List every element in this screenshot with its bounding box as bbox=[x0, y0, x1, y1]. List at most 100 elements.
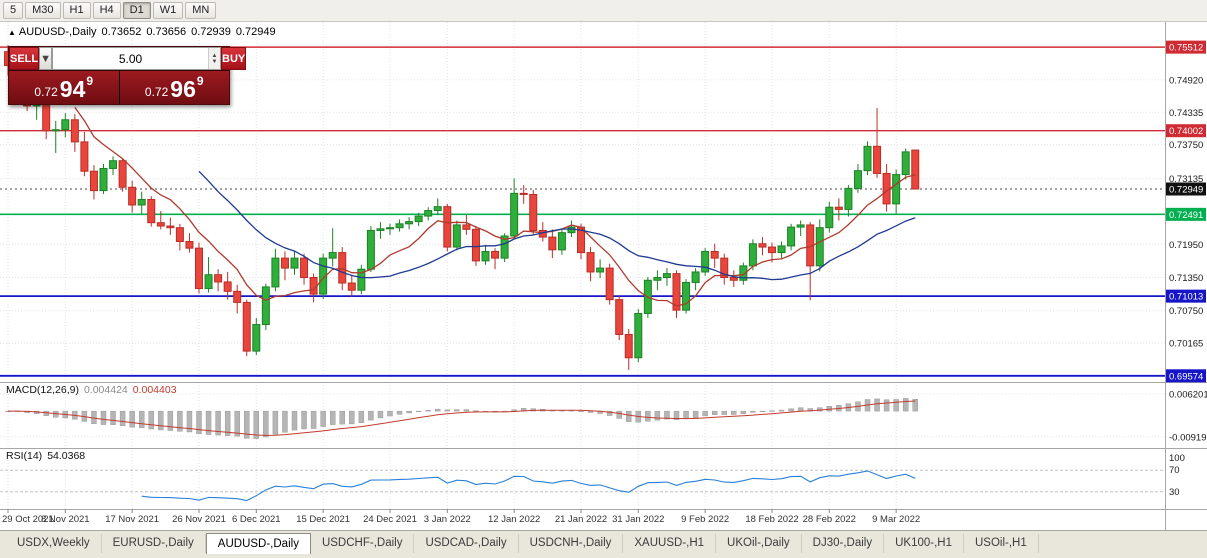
sell-price-big: 94 bbox=[59, 76, 86, 103]
price-badge-0.72949 bbox=[1166, 182, 1206, 196]
sell-price-display[interactable]: 0.72 94 9 bbox=[9, 71, 119, 104]
svg-text:21 Jan 2022: 21 Jan 2022 bbox=[555, 514, 607, 525]
timeframe-button-h1[interactable]: H1 bbox=[62, 2, 91, 19]
sell-price-prefix: 0.72 bbox=[34, 85, 58, 99]
timeframe-toolbar: 5 M30 H1 H4 D1 W1 MN bbox=[0, 0, 1207, 22]
macd-indicator-label: MACD(12,26,9) 0.004424 0.004403 bbox=[6, 384, 177, 396]
chevron-down-icon: ▼ bbox=[40, 52, 52, 65]
svg-text:0.74002: 0.74002 bbox=[1169, 126, 1203, 137]
svg-text:0.73135: 0.73135 bbox=[1169, 174, 1203, 185]
tab-usoil-h1[interactable]: USOil-,H1 bbox=[964, 534, 1039, 553]
tab-uk100-h1[interactable]: UK100-,H1 bbox=[884, 534, 964, 553]
tab-xauusd-h1[interactable]: XAUUSD-,H1 bbox=[623, 534, 717, 553]
tab-usdchf-daily[interactable]: USDCHF-,Daily bbox=[311, 534, 415, 553]
buy-price-display[interactable]: 0.72 96 9 bbox=[119, 71, 229, 104]
rsi-indicator-label: RSI(14) 54.0368 bbox=[6, 450, 85, 462]
tab-audusd-daily[interactable]: AUDUSD-,Daily bbox=[205, 533, 311, 554]
volume-field: ▲ ▼ bbox=[52, 47, 222, 70]
svg-text:30: 30 bbox=[1169, 487, 1180, 498]
price-badge-0.69574 bbox=[1166, 369, 1206, 383]
macd-signal-value: 0.004403 bbox=[132, 384, 177, 396]
svg-text:24 Dec 2021: 24 Dec 2021 bbox=[363, 514, 417, 525]
timeframe-button-w1[interactable]: W1 bbox=[152, 2, 184, 19]
timeframe-button-5[interactable]: 5 bbox=[3, 2, 24, 19]
rsi-value: 54.0368 bbox=[47, 450, 86, 462]
svg-text:0.70750: 0.70750 bbox=[1169, 306, 1203, 317]
ma-fast-line bbox=[74, 107, 916, 307]
svg-text:12 Jan 2022: 12 Jan 2022 bbox=[488, 514, 540, 525]
sell-price-sup: 9 bbox=[86, 74, 94, 88]
svg-text:29 Oct 2021: 29 Oct 2021 bbox=[2, 514, 54, 525]
buy-price-prefix: 0.72 bbox=[144, 85, 169, 99]
svg-text:0.70165: 0.70165 bbox=[1169, 339, 1203, 350]
svg-text:9 Mar 2022: 9 Mar 2022 bbox=[872, 514, 920, 525]
tab-usdx-weekly[interactable]: USDX,Weekly bbox=[6, 534, 102, 553]
svg-text:15 Dec 2021: 15 Dec 2021 bbox=[296, 514, 350, 525]
price-badge-0.74002 bbox=[1166, 124, 1206, 138]
svg-text:0.73750: 0.73750 bbox=[1169, 140, 1203, 151]
moving-averages bbox=[74, 107, 916, 307]
volume-stepper: ▲ ▼ bbox=[208, 48, 221, 69]
buy-price-sup: 9 bbox=[196, 74, 204, 88]
chart-tabs-bar: USDX,Weekly EURUSD-,Daily AUDUSD-,Daily USD… bbox=[0, 530, 1207, 558]
svg-text:28 Feb 2022: 28 Feb 2022 bbox=[803, 514, 856, 525]
svg-text:9 Feb 2022: 9 Feb 2022 bbox=[681, 514, 729, 525]
svg-text:26 Nov 2021: 26 Nov 2021 bbox=[172, 514, 226, 525]
symbol-marker-icon: ▲ bbox=[8, 28, 16, 37]
tab-dj30-daily[interactable]: DJ30-,Daily bbox=[802, 534, 885, 553]
tab-ukoil-daily[interactable]: UKOil-,Daily bbox=[716, 534, 802, 553]
buy-price-big: 96 bbox=[170, 76, 196, 103]
tab-usdcad-daily[interactable]: USDCAD-,Daily bbox=[414, 534, 519, 553]
svg-text:3 Jan 2022: 3 Jan 2022 bbox=[424, 514, 471, 525]
ohlc-high: 0.73656 bbox=[146, 26, 187, 38]
svg-text:-0.00919: -0.00919 bbox=[1169, 432, 1207, 443]
tab-usdcnh-daily[interactable]: USDCNH-,Daily bbox=[519, 534, 624, 553]
timeframe-button-d1[interactable]: D1 bbox=[122, 2, 151, 19]
svg-text:0.74335: 0.74335 bbox=[1169, 108, 1203, 119]
rsi-pane bbox=[0, 469, 1165, 502]
timeframe-button-mn[interactable]: MN bbox=[185, 2, 217, 19]
tab-eurusd-daily[interactable]: EURUSD-,Daily bbox=[102, 534, 206, 553]
volume-input[interactable] bbox=[53, 48, 209, 69]
stepper-up-icon[interactable]: ▲ bbox=[211, 52, 218, 59]
rsi-line bbox=[141, 470, 916, 502]
timeframe-button-m30[interactable]: M30 bbox=[25, 2, 61, 19]
svg-text:0.72949: 0.72949 bbox=[1169, 184, 1203, 195]
buy-button[interactable]: BUY bbox=[221, 47, 247, 70]
timeframe-button-h4[interactable]: H4 bbox=[92, 2, 121, 19]
macd-pane bbox=[5, 398, 918, 439]
price-badges: 0.75512 0.74002 0.72949 0.72491 0.71013 0.695… bbox=[1166, 40, 1206, 383]
price-badge-0.72491 bbox=[1166, 207, 1206, 221]
svg-text:17 Nov 2021: 17 Nov 2021 bbox=[105, 514, 159, 525]
svg-text:18 Feb 2022: 18 Feb 2022 bbox=[745, 514, 798, 525]
svg-text:0.75512: 0.75512 bbox=[1169, 43, 1203, 54]
ma-slow-line bbox=[198, 170, 916, 281]
ohlc-close: 0.72949 bbox=[235, 26, 276, 38]
svg-text:31 Jan 2022: 31 Jan 2022 bbox=[612, 514, 664, 525]
rsi-name: RSI(14) bbox=[6, 450, 43, 462]
stepper-down-icon[interactable]: ▼ bbox=[211, 58, 218, 65]
volume-dropdown-button[interactable]: ▼ bbox=[39, 47, 53, 70]
svg-text:0.71950: 0.71950 bbox=[1169, 240, 1203, 251]
horizontal-levels[interactable] bbox=[0, 46, 1165, 377]
price-axis: 0.74920 0.74335 0.73750 0.73135 0.71950 0.713… bbox=[1169, 75, 1207, 497]
macd-signal-line bbox=[8, 400, 916, 436]
price-badge-0.71013 bbox=[1166, 289, 1206, 303]
ohlc-open: 0.73652 bbox=[101, 26, 142, 38]
svg-text:8 Nov 2021: 8 Nov 2021 bbox=[41, 514, 90, 525]
svg-text:70: 70 bbox=[1169, 465, 1180, 476]
ohlc-low: 0.72939 bbox=[191, 26, 231, 38]
sell-button[interactable]: SELL bbox=[9, 47, 40, 70]
svg-text:0.72491: 0.72491 bbox=[1169, 210, 1203, 221]
svg-text:100: 100 bbox=[1169, 453, 1185, 464]
macd-name: MACD(12,26,9) bbox=[6, 384, 79, 396]
macd-main-value: 0.004424 bbox=[83, 384, 128, 396]
svg-text:6 Dec 2021: 6 Dec 2021 bbox=[232, 514, 281, 525]
svg-text:0.71013: 0.71013 bbox=[1169, 292, 1203, 303]
pane-separators[interactable] bbox=[0, 22, 1207, 530]
chart-title: ▲ AUDUSD-,Daily 0.73652 0.73656 0.72939 0.729… bbox=[8, 26, 276, 38]
